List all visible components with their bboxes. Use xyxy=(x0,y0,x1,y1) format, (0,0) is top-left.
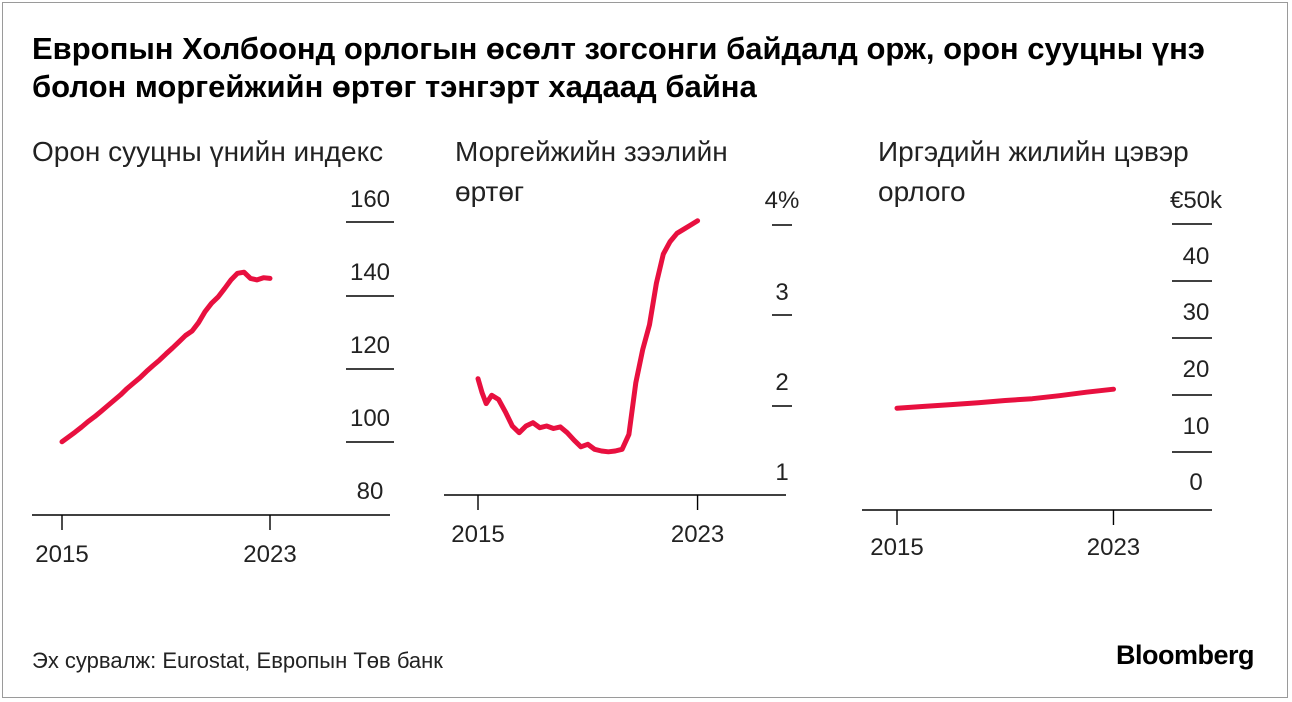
y-tick-label: 160 xyxy=(350,186,390,213)
mortgage-cost-chart: 2015 2023 4% 3 2 1 xyxy=(444,187,799,548)
housing-price-chart: 2015 2023 160 140 120 100 80 xyxy=(32,186,394,568)
x-tick-label: 2015 xyxy=(870,534,923,561)
x-tick-label: 2015 xyxy=(35,541,88,568)
panel-title-mortgage: Моргейжийн зээлийн өртөг xyxy=(455,136,728,207)
income-chart: 2015 2023 €50k 40 30 20 10 0 xyxy=(862,187,1223,561)
y-tick-label: 4% xyxy=(765,187,800,214)
x-tick-label: 2023 xyxy=(243,541,296,568)
y-tick-label: 30 xyxy=(1183,299,1210,326)
y-tick-label: 20 xyxy=(1183,356,1210,383)
series-line xyxy=(59,269,273,445)
source-note: Эх сурвалж: Eurostat, Европын Төв банк xyxy=(32,648,443,673)
y-tick-label: 120 xyxy=(350,332,390,359)
x-tick-label: 2015 xyxy=(451,521,504,548)
y-tick-label: 100 xyxy=(350,405,390,432)
bloomberg-logo: Bloomberg xyxy=(1115,640,1255,670)
y-tick-label: 1 xyxy=(775,459,788,486)
panel-title-housing: Орон сууцны үнийн индекс xyxy=(32,136,384,167)
y-tick-label: 80 xyxy=(357,478,384,505)
series-line xyxy=(894,386,1116,411)
y-tick-label: 0 xyxy=(1189,469,1202,496)
series-line xyxy=(475,218,701,455)
x-tick-label: 2023 xyxy=(671,521,724,548)
y-tick-label: 10 xyxy=(1183,413,1210,440)
y-tick-label: 2 xyxy=(775,369,788,396)
y-tick-label: 40 xyxy=(1183,243,1210,270)
panel-title-income: Иргэдийн жилийн цэвэр орлого xyxy=(878,136,1189,207)
y-tick-label: €50k xyxy=(1170,187,1223,214)
y-tick-label: 3 xyxy=(775,279,788,306)
headline: Европын Холбоонд орлогын өсөлт зогсонги … xyxy=(32,31,1205,104)
x-tick-label: 2023 xyxy=(1087,534,1140,561)
y-tick-label: 140 xyxy=(350,259,390,286)
